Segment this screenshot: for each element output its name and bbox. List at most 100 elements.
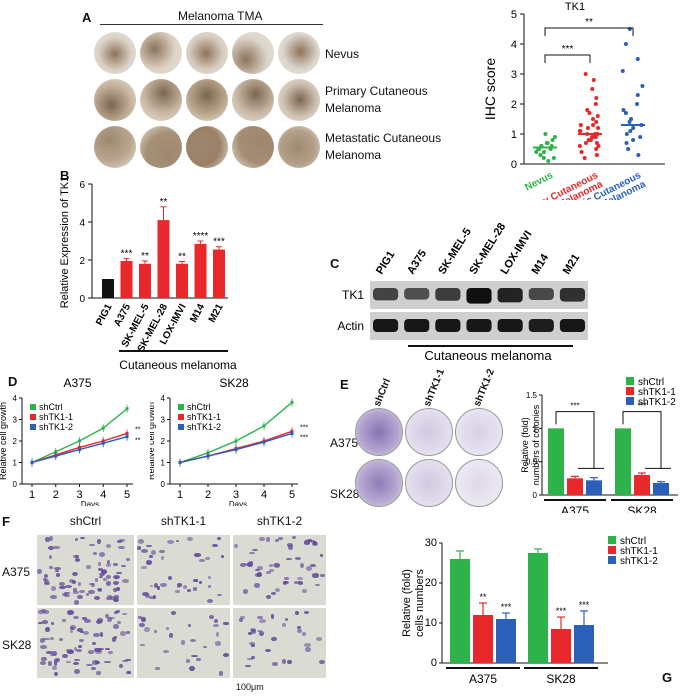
blot-band xyxy=(466,319,492,332)
cell-dot xyxy=(302,589,308,594)
cell-dot xyxy=(319,573,325,577)
blot-band xyxy=(435,288,461,301)
cell-dot xyxy=(302,632,306,636)
colony-dish xyxy=(405,408,453,456)
cell-dot xyxy=(194,553,201,557)
significance-bracket xyxy=(544,54,591,63)
legend-swatch xyxy=(30,424,36,430)
tma-core xyxy=(278,79,320,121)
cell-dot xyxy=(97,588,102,591)
data-point xyxy=(579,150,584,154)
cell-dot xyxy=(186,588,191,592)
lane-label: PIG1 xyxy=(374,249,397,277)
panel-c-letter: C xyxy=(330,256,340,271)
y-tick-label: 3 xyxy=(161,416,166,425)
cell-dot xyxy=(271,636,278,642)
cell-dot xyxy=(90,583,95,587)
significance-label: ** xyxy=(141,251,149,262)
cell-dot xyxy=(80,630,84,633)
cell-dot xyxy=(239,617,244,622)
data-point xyxy=(591,78,596,82)
cell-dot xyxy=(76,648,82,652)
cell-dot xyxy=(113,636,118,639)
blot-band xyxy=(559,288,585,302)
panel-f-letter: F xyxy=(2,514,10,529)
bar xyxy=(120,260,133,298)
significance-label: *** xyxy=(501,602,512,612)
colony-dish xyxy=(455,408,503,456)
column-label: shTK1-1 xyxy=(160,514,207,528)
legend-swatch xyxy=(178,414,184,420)
data-point xyxy=(620,69,625,73)
significance-label: *** xyxy=(213,237,225,248)
bar xyxy=(574,625,594,663)
cell-dot xyxy=(55,570,59,573)
row-label: SK28 xyxy=(2,638,32,652)
cell-dot xyxy=(37,569,42,575)
cell-dot xyxy=(93,633,100,638)
significance-bracket xyxy=(622,411,662,469)
legend-label: shTK1-2 xyxy=(187,422,221,432)
cell-dot xyxy=(53,567,61,570)
tma-row-label: Nevus xyxy=(325,46,359,63)
cell-dot xyxy=(77,628,83,632)
cell-dot xyxy=(138,539,145,545)
cell-dot xyxy=(116,587,120,592)
cell-dot xyxy=(187,537,193,542)
cell-dot xyxy=(293,581,299,584)
cell-dot xyxy=(165,627,170,631)
data-point xyxy=(594,96,599,100)
significance-label: *** xyxy=(556,606,567,616)
cell-dot xyxy=(43,637,50,641)
cell-dot xyxy=(247,631,252,636)
cell-dot xyxy=(65,584,73,588)
cell-dot xyxy=(73,658,81,662)
significance-label: ** xyxy=(585,17,593,28)
legend-label: shTK1-2 xyxy=(620,556,658,567)
bar xyxy=(157,220,170,298)
cell-dot xyxy=(309,563,317,567)
y-tick-label: 2 xyxy=(161,437,166,446)
bar xyxy=(102,279,114,298)
row-label: SK28 xyxy=(330,487,360,501)
legend-label: shCtrl xyxy=(39,402,63,412)
cell-dot xyxy=(59,638,63,642)
cell-dot xyxy=(192,587,198,591)
group-label: Cutaneous melanoma xyxy=(119,358,237,372)
y-tick-label: 0 xyxy=(161,480,166,489)
cell-dot xyxy=(113,597,120,603)
cell-dot xyxy=(78,638,84,643)
data-point xyxy=(596,144,601,148)
cell-dot xyxy=(316,637,323,642)
cell-dot xyxy=(154,630,158,633)
significance-label: ** xyxy=(135,426,141,433)
cell-dot xyxy=(175,539,180,542)
data-point xyxy=(585,108,590,112)
legend-swatch xyxy=(608,556,616,564)
cell-dot xyxy=(141,565,147,569)
cell-dot xyxy=(160,582,168,588)
cell-dot xyxy=(41,657,47,662)
x-tick-label: 2 xyxy=(205,489,211,501)
cell-dot xyxy=(73,616,80,620)
y-tick-label: 3 xyxy=(13,416,18,425)
cell-dot xyxy=(58,581,66,587)
cell-dot xyxy=(141,617,146,622)
cell-dot xyxy=(180,640,186,646)
cell-dot xyxy=(88,589,96,595)
tma-row-labels: Nevus Primary Cutaneous Melanoma Metastatic… xyxy=(325,30,455,170)
cell-dot xyxy=(87,649,95,654)
blot-band xyxy=(373,319,399,332)
cell-dot xyxy=(162,650,169,653)
cell-dot xyxy=(73,554,78,559)
cell-dot xyxy=(257,615,264,620)
legend-label: shCtrl xyxy=(638,377,664,388)
row-label: A375 xyxy=(2,565,31,579)
cell-dot xyxy=(46,651,53,654)
data-point xyxy=(546,159,551,163)
cell-dot xyxy=(95,619,103,624)
cell-dot xyxy=(274,539,279,542)
tma-core xyxy=(94,126,136,168)
legend-swatch xyxy=(608,546,616,554)
